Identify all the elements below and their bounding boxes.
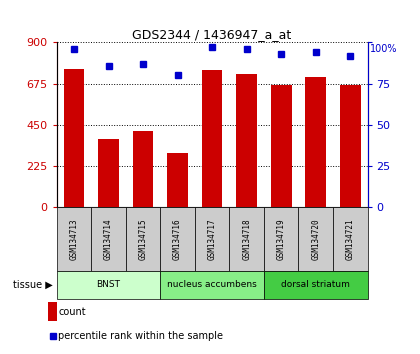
Text: GSM134718: GSM134718 [242, 218, 251, 260]
Bar [57, 271, 160, 299]
Bar [202, 70, 223, 207]
Bar [305, 77, 326, 207]
Bar [264, 207, 299, 271]
Text: GSM134719: GSM134719 [277, 218, 286, 260]
Text: GSM134721: GSM134721 [346, 218, 355, 260]
Text: dorsal striatum: dorsal striatum [281, 280, 350, 290]
Text: GSM134717: GSM134717 [207, 218, 217, 260]
Text: GSM134716: GSM134716 [173, 218, 182, 260]
Bar [57, 207, 91, 271]
Bar [160, 271, 264, 299]
Text: count: count [58, 307, 86, 316]
Bar [236, 74, 257, 207]
Bar [264, 271, 368, 299]
Text: GSM134715: GSM134715 [139, 218, 147, 260]
Bar [299, 207, 333, 271]
Text: nucleus accumbens: nucleus accumbens [167, 280, 257, 290]
Bar [126, 207, 160, 271]
Text: tissue ▶: tissue ▶ [13, 280, 52, 290]
Bar [271, 85, 291, 207]
Text: BNST: BNST [97, 280, 121, 290]
Bar [63, 69, 84, 207]
Text: 100%: 100% [370, 44, 397, 54]
Text: percentile rank within the sample: percentile rank within the sample [58, 331, 223, 341]
Bar [333, 207, 368, 271]
Bar [340, 85, 361, 207]
Text: GSM134714: GSM134714 [104, 218, 113, 260]
Bar [229, 207, 264, 271]
Bar [98, 139, 119, 207]
Text: GSM134720: GSM134720 [311, 218, 320, 260]
Title: GDS2344 / 1436947_a_at: GDS2344 / 1436947_a_at [132, 28, 292, 41]
Bar [91, 207, 126, 271]
Bar [160, 207, 195, 271]
Bar [167, 153, 188, 207]
Bar [133, 131, 153, 207]
Bar [48, 302, 57, 321]
Text: GSM134713: GSM134713 [69, 218, 79, 260]
Bar [195, 207, 229, 271]
